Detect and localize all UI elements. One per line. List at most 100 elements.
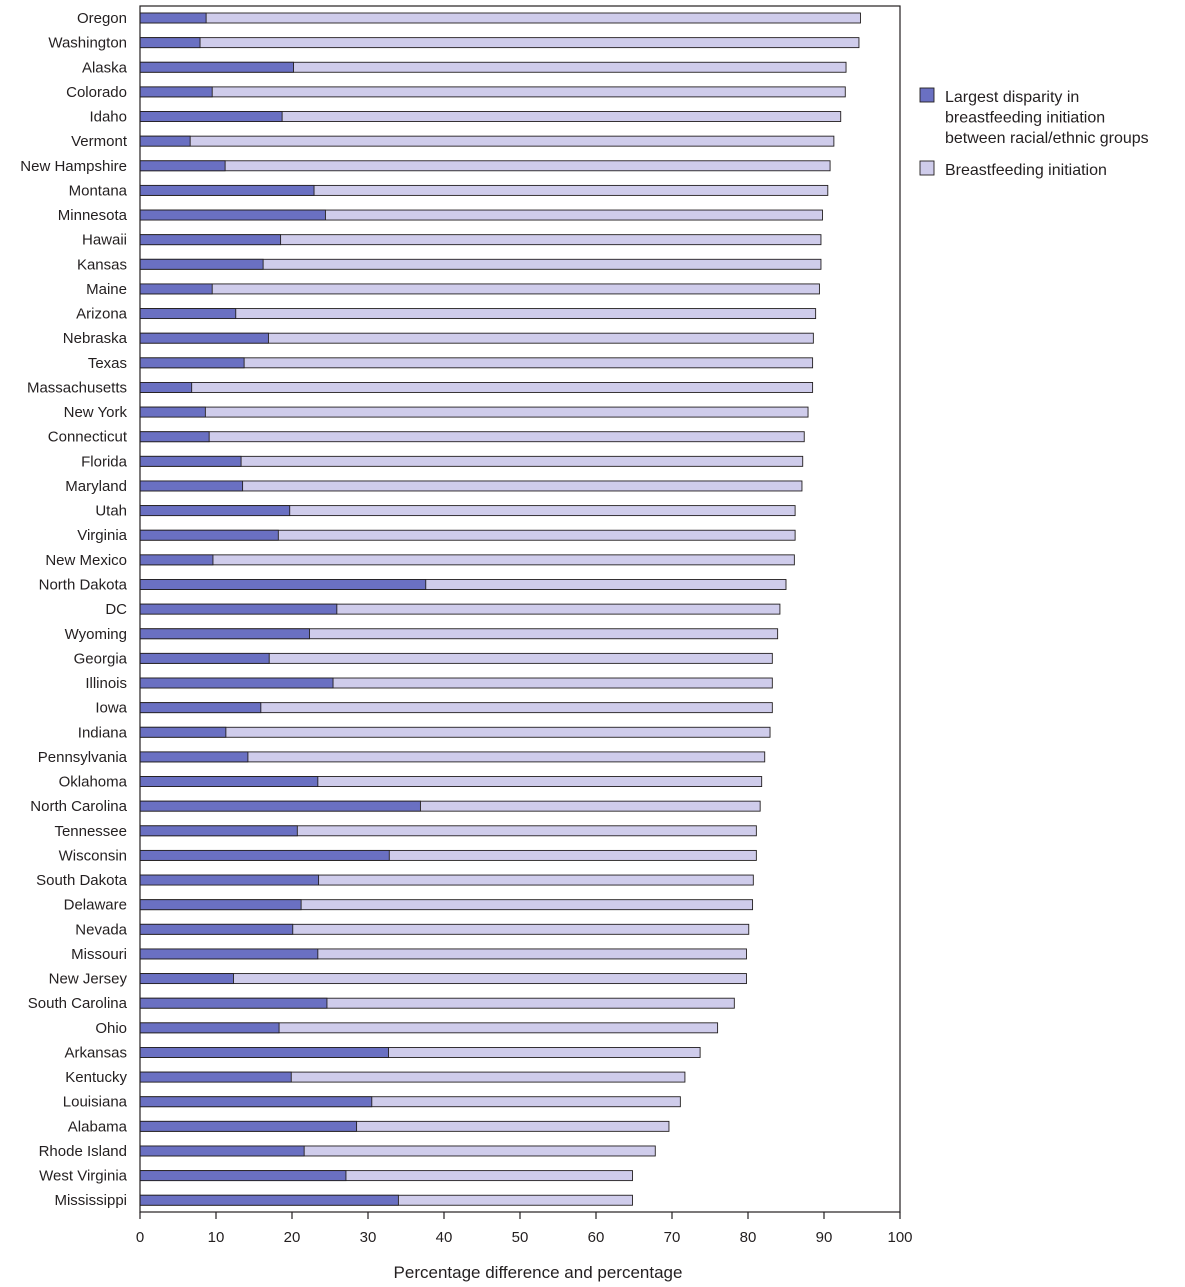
bar-disparity-12 [139,308,237,320]
category-label-47: West Virginia [39,1168,127,1185]
category-label-37: Nevada [75,921,127,938]
category-label-39: New Jersey [49,971,128,988]
bar-initiation-16 [139,406,809,418]
bar-disparity-14 [139,357,245,369]
category-label-19: Maryland [65,478,127,495]
bar-disparity-15 [139,382,193,393]
legend: Largest disparity in breastfeeding initia… [919,87,1149,179]
bar-disparity-40 [139,997,328,1009]
category-label-17: Connecticut [48,429,128,446]
category-label-0: Oregon [77,10,127,27]
category-label-2: Alaska [82,59,128,76]
category-label-6: New Hampshire [20,158,127,175]
legend-label-0-line-1: breastfeeding initiation [945,110,1105,127]
x-tick-label-10: 100 [887,1229,912,1246]
category-label-42: Arkansas [64,1044,127,1061]
bar-disparity-39 [139,973,234,985]
bar-initiation-0 [139,12,861,24]
bar-disparity-35 [139,874,320,886]
category-label-34: Wisconsin [59,847,127,864]
bars-layer [139,12,861,1206]
category-label-10: Kansas [77,256,127,273]
bar-disparity-0 [139,12,207,24]
bar-disparity-24 [139,603,338,615]
category-label-23: North Dakota [39,576,128,593]
category-label-40: South Carolina [28,995,128,1012]
category-label-15: Massachusetts [27,379,127,396]
x-axis-ticks: 0 10 20 30 40 50 60 70 80 90 100 [136,1212,913,1246]
category-label-31: Oklahoma [59,774,128,791]
bar-disparity-38 [139,948,319,960]
legend-label-0-line-2: between racial/ethnic groups [945,130,1149,147]
bar-initiation-6 [139,160,831,172]
x-tick-label-6: 60 [588,1229,605,1246]
bar-disparity-7 [139,184,315,196]
category-label-24: DC [105,601,127,618]
x-tick-label-9: 90 [816,1229,833,1246]
bar-disparity-25 [139,628,310,640]
bar-disparity-28 [139,702,262,714]
category-label-35: South Dakota [36,872,128,889]
x-tick-label-0: 0 [136,1229,144,1246]
bar-initiation-17 [139,431,805,443]
category-label-32: North Carolina [30,798,127,815]
category-label-26: Georgia [74,650,128,667]
bar-disparity-22 [139,554,214,566]
category-label-22: New Mexico [45,552,127,569]
bar-disparity-45 [139,1120,358,1132]
x-tick-label-7: 70 [664,1229,681,1246]
category-label-3: Colorado [66,84,127,101]
x-axis-title: Percentage difference and percentage [394,1263,683,1282]
x-tick-label-1: 10 [208,1229,225,1246]
bar-disparity-37 [139,923,294,935]
category-label-5: Vermont [71,133,128,150]
category-label-9: Hawaii [82,232,127,249]
bar-disparity-9 [139,234,282,246]
bar-initiation-11 [139,283,820,295]
category-label-29: Indiana [78,724,128,741]
bar-disparity-21 [139,529,279,541]
bar-initiation-15 [139,382,814,393]
category-label-44: Louisiana [63,1094,128,1111]
bar-disparity-48 [139,1194,399,1206]
bar-disparity-34 [139,849,390,861]
legend-label-1-line-0: Breastfeeding initiation [945,162,1107,179]
bar-disparity-31 [139,776,319,787]
bar-disparity-30 [139,751,249,763]
category-label-20: Utah [95,503,127,520]
legend-swatch-1 [919,160,935,176]
bar-disparity-16 [139,406,206,418]
legend-swatch-0 [919,87,935,103]
category-label-28: Iowa [95,700,127,717]
category-label-16: New York [64,404,128,421]
bar-disparity-10 [139,258,264,270]
bar-disparity-5 [139,135,191,147]
bar-disparity-13 [139,332,269,344]
category-label-18: Florida [81,453,128,470]
category-labels: Oregon Washington Alaska Colorado Idaho Vermo… [20,10,128,1209]
category-label-27: Illinois [85,675,127,692]
bar-disparity-42 [139,1047,389,1058]
category-label-38: Missouri [71,946,127,963]
bar-disparity-43 [139,1071,292,1083]
category-label-8: Minnesota [58,207,128,224]
bar-initiation-12 [139,308,817,320]
bar-disparity-6 [139,160,226,172]
category-label-12: Arizona [76,306,128,323]
category-label-14: Texas [88,355,127,372]
category-label-25: Wyoming [65,626,127,643]
bar-disparity-23 [139,579,427,590]
x-tick-label-2: 20 [284,1229,301,1246]
bar-disparity-47 [139,1170,347,1182]
bar-initiation-29 [139,726,771,738]
bar-disparity-17 [139,431,210,443]
category-label-7: Montana [69,182,128,199]
bar-disparity-3 [139,86,213,98]
bar-disparity-20 [139,505,291,517]
bar-disparity-4 [139,111,283,122]
bar-disparity-44 [139,1096,373,1108]
category-label-13: Nebraska [63,330,128,347]
bar-disparity-1 [139,37,201,49]
category-label-46: Rhode Island [39,1143,127,1160]
